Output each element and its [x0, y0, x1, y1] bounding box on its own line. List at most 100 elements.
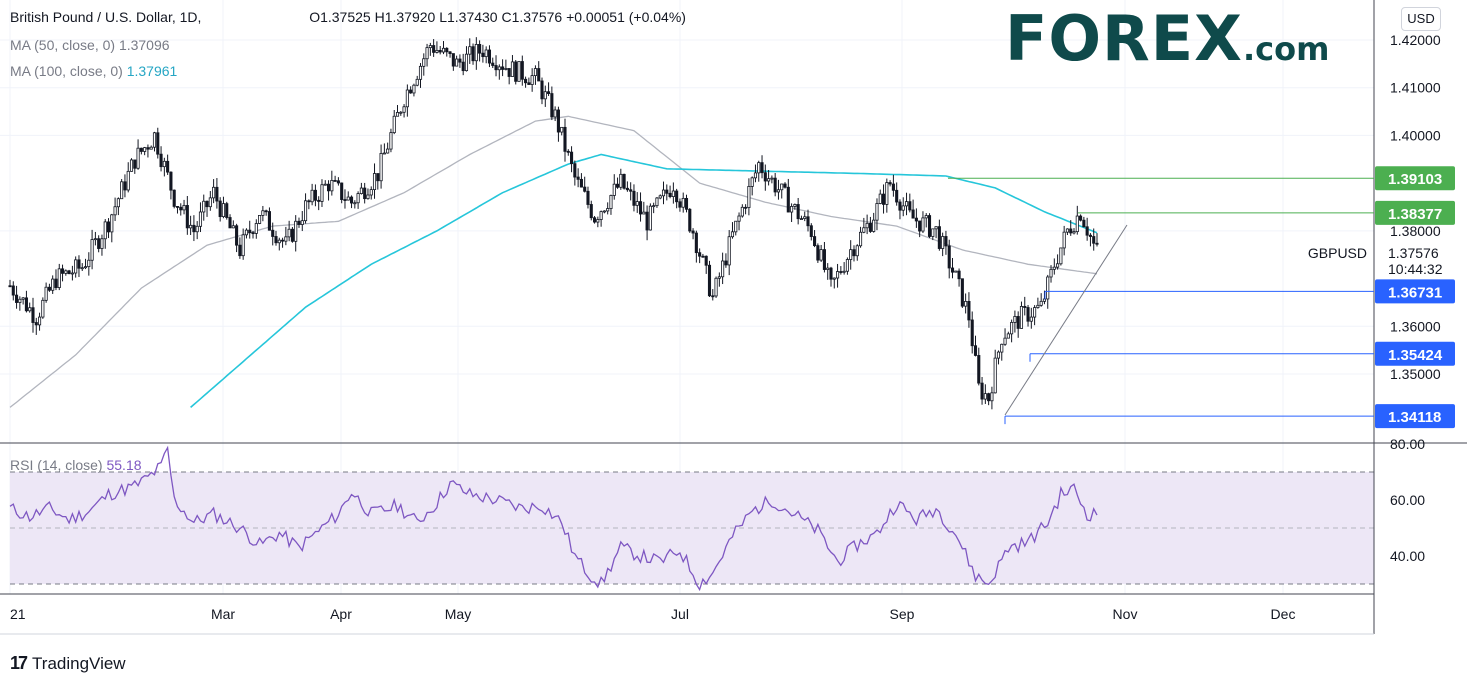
candle-body — [675, 190, 679, 203]
candle-body — [21, 297, 25, 300]
candle-body — [468, 46, 472, 55]
candle-body — [1088, 234, 1092, 237]
candle-body — [44, 286, 48, 301]
candle-body — [747, 186, 751, 208]
level-badge-label: 1.36731 — [1388, 284, 1442, 301]
candle-body — [908, 201, 912, 211]
candle-body — [711, 295, 715, 298]
candle-body — [277, 239, 281, 244]
candle-body — [839, 271, 843, 273]
candle-body — [215, 186, 219, 202]
candle-body — [1046, 276, 1050, 300]
candle-body — [701, 255, 705, 258]
candle-body — [156, 132, 160, 155]
candle-body — [57, 268, 61, 288]
candle-body — [996, 351, 1001, 359]
candle-body — [757, 162, 761, 174]
candle-body — [330, 180, 334, 192]
candle-body — [914, 217, 918, 222]
candle-body — [543, 91, 547, 100]
level-badge — [1375, 341, 1455, 366]
candle-body — [359, 187, 363, 194]
candle-body — [363, 187, 367, 200]
level-badge — [1375, 166, 1455, 191]
candle-body — [70, 272, 74, 275]
candle-body — [993, 357, 997, 394]
candle-body — [218, 200, 222, 218]
candle-body — [987, 393, 991, 402]
candle-body — [340, 182, 344, 200]
candle-body — [806, 216, 810, 227]
candle-body — [60, 268, 65, 274]
candle-body — [304, 200, 308, 222]
level-badge-label: 1.34118 — [1388, 409, 1441, 426]
candle-body — [235, 225, 239, 246]
candle-body — [320, 184, 324, 202]
candle-body — [83, 266, 88, 269]
candle-body — [261, 210, 265, 216]
candle-body — [573, 163, 577, 178]
candle-body — [379, 153, 383, 182]
candle-body — [1095, 242, 1099, 245]
candle-body — [149, 146, 153, 150]
candle-body — [652, 205, 656, 208]
candle-body — [911, 209, 915, 219]
candle-body — [579, 178, 583, 188]
candle-body — [970, 319, 974, 347]
candle-body — [583, 186, 587, 192]
candle-body — [1006, 333, 1010, 339]
candle-body — [553, 109, 557, 118]
candle-body — [392, 115, 396, 134]
last-price-label: 1.37576 — [1388, 245, 1439, 261]
candle-body — [225, 203, 229, 218]
ma50-label: MA (50, close, 0) — [10, 37, 116, 53]
candle-body — [556, 109, 560, 133]
candle-body — [445, 47, 449, 53]
candle-body — [287, 228, 291, 238]
candle-body — [31, 307, 35, 323]
candle-body — [389, 132, 393, 150]
candle-body — [356, 193, 360, 204]
candle-body — [1003, 337, 1007, 345]
candle-body — [159, 153, 163, 168]
candle-body — [855, 245, 859, 257]
candle-body — [514, 61, 518, 82]
candle-body — [67, 270, 71, 275]
candle-body — [281, 239, 285, 242]
candle-body — [435, 49, 439, 53]
candle-body — [934, 226, 938, 230]
currency-button[interactable]: USD — [1401, 7, 1441, 31]
candle-body — [241, 234, 245, 257]
candle-body — [15, 294, 19, 303]
candle-body — [8, 285, 12, 288]
candle-body — [274, 236, 278, 244]
candle-body — [609, 195, 613, 209]
trendline[interactable] — [1004, 224, 1128, 416]
candle-body — [901, 205, 905, 211]
candle-body — [888, 182, 892, 185]
rsi-line — [9, 445, 1098, 592]
candle-body — [796, 204, 800, 220]
candle-body — [832, 277, 836, 280]
ma50-path — [9, 115, 1098, 408]
candle-body — [875, 203, 879, 221]
candle-body — [323, 183, 327, 186]
candle-body — [221, 203, 226, 218]
candle-body — [438, 49, 442, 53]
candle-body — [1029, 316, 1033, 322]
candle-body — [123, 181, 127, 191]
candle-body — [336, 180, 340, 184]
candle-body — [881, 193, 886, 205]
level-badge-label: 1.35424 — [1388, 347, 1443, 364]
legend-rsi-row: RSI (14, close) 55.18 — [10, 457, 142, 473]
candle-body — [904, 201, 909, 207]
candle-body — [307, 200, 311, 203]
time-tick-label: 21 — [10, 606, 26, 622]
candle-body — [602, 210, 606, 213]
candle-body — [198, 211, 203, 227]
candle-body — [1016, 316, 1020, 329]
candle-body — [1033, 307, 1037, 318]
candle-body — [1085, 226, 1089, 236]
candle-body — [405, 89, 409, 108]
